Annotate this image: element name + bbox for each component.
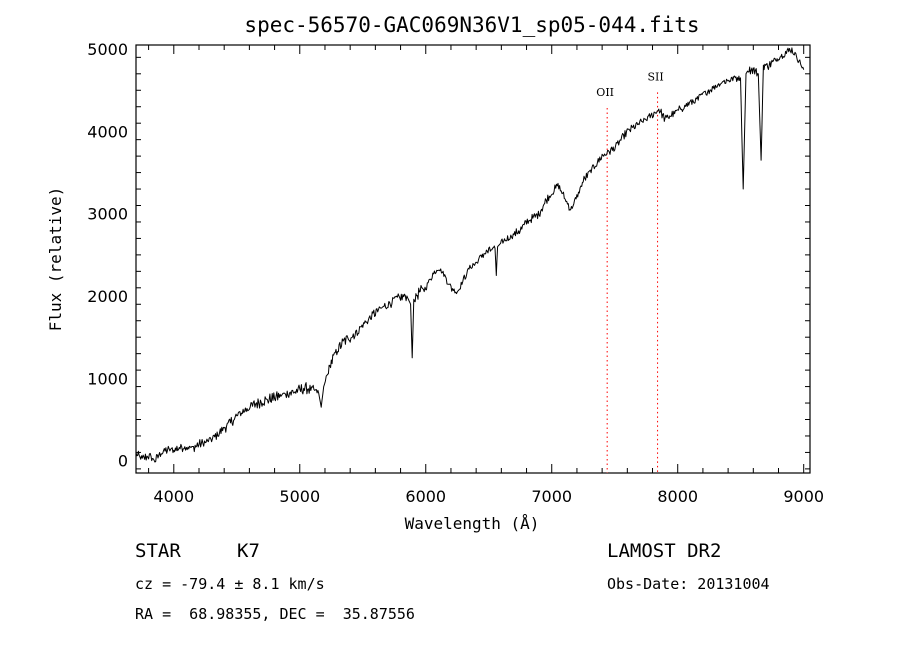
- axis-ticks: [136, 45, 810, 473]
- x-tick-label: 4000: [153, 487, 194, 506]
- line-marker-label-oii: OII: [596, 86, 614, 99]
- object-class: STAR: [135, 540, 181, 562]
- y-tick-label: 3000: [87, 205, 128, 224]
- chart-title: spec-56570-GAC069N36V1_sp05-044.fits: [244, 13, 699, 37]
- x-tick-labels: 4000 5000 6000 7000 8000 9000: [153, 487, 824, 506]
- y-tick-label: 0: [118, 452, 128, 471]
- observation-date: Obs-Date: 20131004: [607, 575, 770, 593]
- y-tick-label: 2000: [87, 287, 128, 306]
- object-subclass: K7: [237, 540, 260, 562]
- line-marker-label-sii: SII: [647, 70, 663, 83]
- y-tick-label: 4000: [87, 122, 128, 141]
- y-axis-label: Flux (relative): [46, 187, 65, 332]
- redshift-cz: cz = -79.4 ± 8.1 km/s: [135, 575, 325, 593]
- x-tick-label: 9000: [783, 487, 824, 506]
- spectrum-series-line: [135, 47, 805, 463]
- coordinates: RA = 68.98355, DEC = 35.87556: [135, 605, 415, 623]
- x-tick-label: 5000: [279, 487, 320, 506]
- x-tick-label: 6000: [405, 487, 446, 506]
- y-tick-label: 5000: [87, 40, 128, 59]
- x-axis-label: Wavelength (Å): [405, 514, 540, 533]
- survey-name: LAMOST DR2: [607, 540, 722, 562]
- x-tick-label: 8000: [657, 487, 698, 506]
- x-tick-label: 7000: [531, 487, 572, 506]
- emission-line-markers: OII SII: [596, 70, 664, 473]
- plot-frame: [135, 44, 811, 474]
- y-tick-labels: 0 1000 2000 3000 4000 5000: [87, 40, 128, 471]
- y-tick-label: 1000: [87, 369, 128, 388]
